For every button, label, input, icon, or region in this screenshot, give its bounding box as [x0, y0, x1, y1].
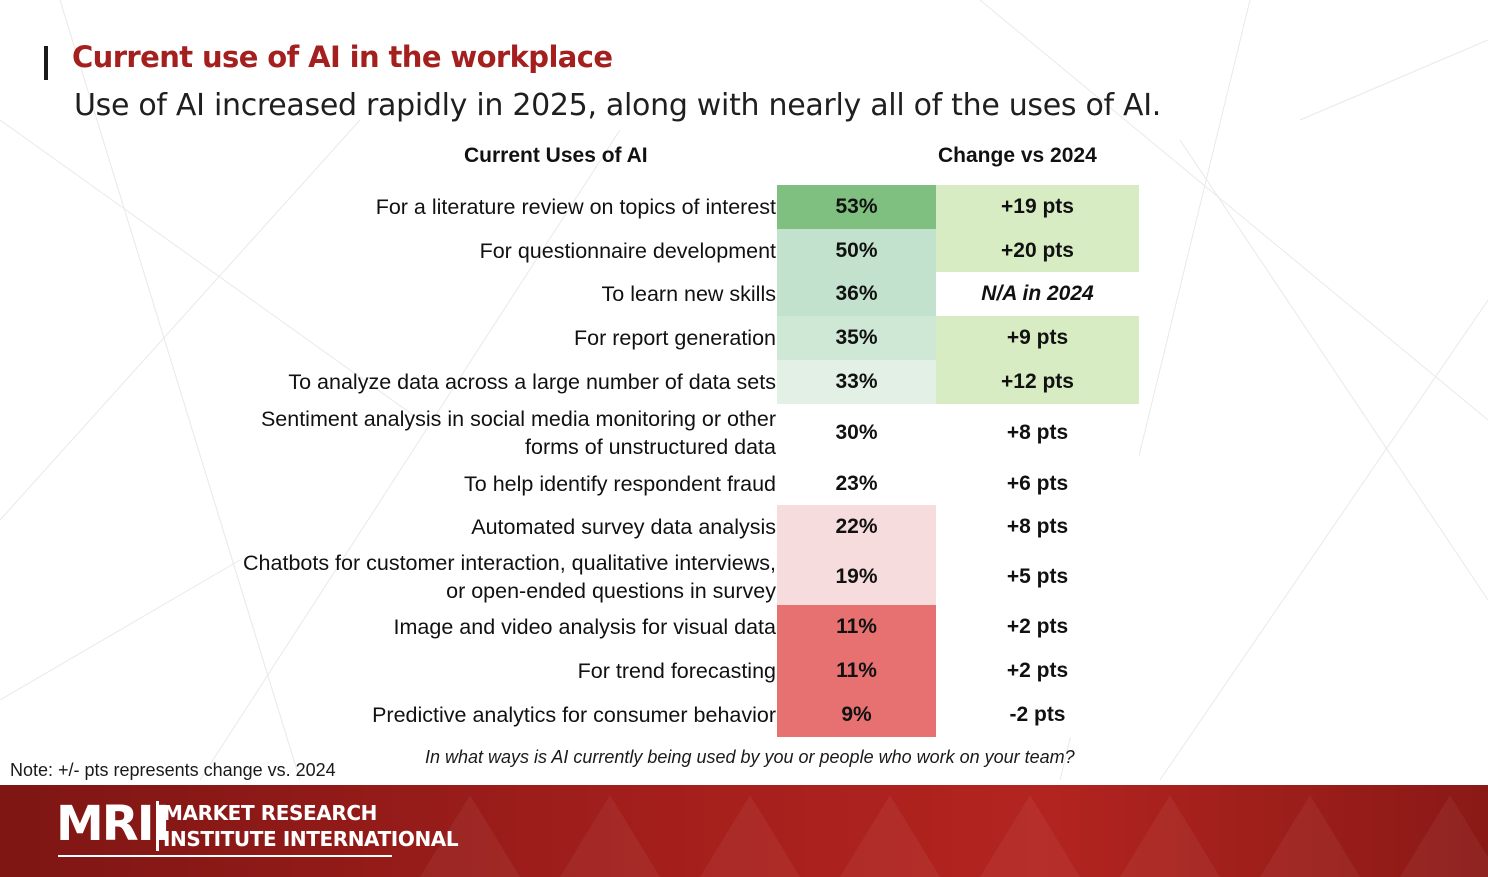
logo-divider	[156, 801, 159, 851]
row-label: For a literature review on topics of int…	[375, 195, 776, 219]
survey-question: In what ways is AI currently being used …	[425, 747, 1075, 767]
usage-percent-cell: 9%	[777, 693, 936, 737]
row-label: For questionnaire development	[479, 238, 776, 263]
background-line-pattern	[0, 0, 1488, 781]
change-cell: +12 pts	[936, 360, 1139, 404]
row-label: Automated survey data analysis	[471, 515, 776, 539]
change-cell: +9 pts	[936, 316, 1139, 360]
change-cell: +20 pts	[936, 229, 1139, 272]
change-cell: +2 pts	[936, 649, 1139, 693]
change-cell: +8 pts	[936, 404, 1139, 462]
change-cell: +19 pts	[936, 185, 1139, 229]
table-row: For trend forecasting 11% +2 pts	[0, 649, 1488, 693]
table-row: Sentiment analysis in social media monit…	[0, 404, 1488, 462]
row-label: Chatbots for customer interaction, quali…	[243, 551, 776, 603]
table-row: Predictive analytics for consumer behavi…	[0, 693, 1488, 737]
change-cell: +6 pts	[936, 462, 1139, 505]
page-title: Current use of AI in the workplace	[72, 40, 613, 74]
logo-text-line2: INSTITUTE INTERNATIONAL	[163, 827, 459, 851]
usage-percent-cell: 30%	[777, 404, 936, 462]
row-label: Predictive analytics for consumer behavi…	[372, 703, 776, 727]
usage-percent-cell: 11%	[777, 649, 936, 693]
usage-percent-cell: 36%	[777, 272, 936, 316]
column-header-current-uses: Current Uses of AI	[464, 144, 648, 167]
row-label: Image and video analysis for visual data	[393, 615, 776, 639]
row-label: To analyze data across a large number of…	[288, 370, 776, 394]
table-row: For questionnaire development 50% +20 pts	[0, 229, 1488, 272]
table-row: To analyze data across a large number of…	[0, 360, 1488, 404]
change-cell: +5 pts	[936, 549, 1139, 605]
change-cell: -2 pts	[936, 693, 1139, 737]
usage-percent-cell: 11%	[777, 605, 936, 649]
row-label: To help identify respondent fraud	[464, 471, 776, 496]
usage-percent-cell: 50%	[777, 229, 936, 272]
table-row: For a literature review on topics of int…	[0, 185, 1488, 229]
page-subtitle: Use of AI increased rapidly in 2025, alo…	[74, 88, 1162, 123]
change-cell: +2 pts	[936, 605, 1139, 649]
logo-underline	[58, 855, 392, 857]
table-row: To learn new skills 36% N/A in 2024	[0, 272, 1488, 316]
table-row: Chatbots for customer interaction, quali…	[0, 549, 1488, 605]
logo-text-line1: MARKET RESEARCH	[163, 801, 377, 825]
usage-percent-cell: 33%	[777, 360, 936, 404]
title-accent-bar	[44, 46, 48, 80]
column-header-change: Change vs 2024	[938, 144, 1097, 167]
usage-percent-cell: 53%	[777, 185, 936, 229]
table-row: For report generation 35% +9 pts	[0, 316, 1488, 360]
usage-percent-cell: 22%	[777, 505, 936, 549]
table-row: Automated survey data analysis 22% +8 pts	[0, 505, 1488, 549]
table-row: To help identify respondent fraud 23% +6 p…	[0, 462, 1488, 505]
row-label: For report generation	[574, 326, 776, 350]
usage-percent-cell: 19%	[777, 549, 936, 605]
footer-band: MRII MARKET RESEARCH INSTITUTE INTERNATI…	[0, 785, 1488, 877]
logo-mark: MRII	[56, 796, 170, 852]
footer-triangle-pattern	[420, 795, 1488, 877]
row-label: For trend forecasting	[577, 659, 776, 683]
usage-percent-cell: 35%	[777, 316, 936, 360]
change-cell: N/A in 2024	[936, 272, 1139, 316]
change-cell: +8 pts	[936, 505, 1139, 549]
footnote: Note: +/- pts represents change vs. 2024	[10, 760, 336, 780]
row-label: Sentiment analysis in social media monit…	[260, 407, 776, 459]
table-row: Image and video analysis for visual data…	[0, 605, 1488, 649]
usage-percent-cell: 23%	[777, 462, 936, 505]
row-label: To learn new skills	[601, 282, 776, 306]
